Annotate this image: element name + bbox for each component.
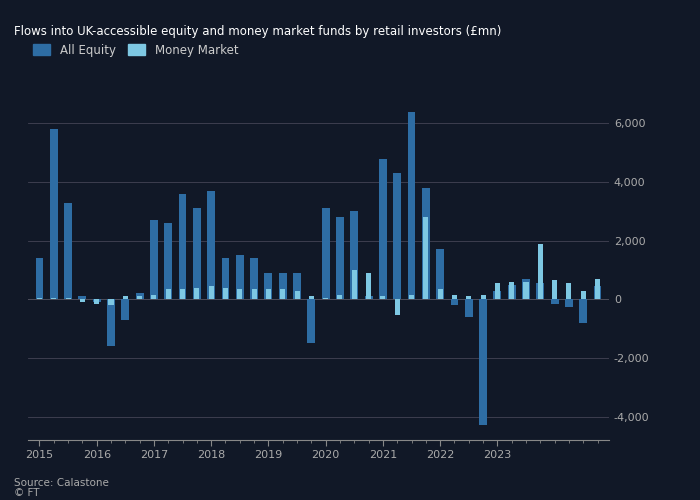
Bar bbox=[494, 290, 501, 300]
Bar bbox=[307, 300, 315, 344]
Bar bbox=[552, 280, 557, 299]
Bar bbox=[379, 158, 387, 300]
Bar bbox=[452, 295, 457, 300]
Bar bbox=[237, 289, 242, 300]
Bar bbox=[580, 300, 587, 323]
Bar bbox=[66, 298, 71, 300]
Bar bbox=[466, 296, 471, 300]
Bar bbox=[451, 300, 458, 305]
Bar bbox=[178, 194, 186, 300]
Bar bbox=[438, 289, 442, 300]
Bar bbox=[223, 288, 228, 300]
Bar bbox=[380, 296, 386, 300]
Bar bbox=[150, 220, 158, 300]
Bar bbox=[64, 202, 72, 300]
Bar bbox=[94, 300, 99, 304]
Bar bbox=[295, 290, 300, 300]
Bar bbox=[581, 290, 586, 300]
Bar bbox=[393, 174, 401, 300]
Bar bbox=[50, 130, 57, 300]
Bar bbox=[422, 188, 430, 300]
Bar bbox=[36, 258, 43, 300]
Bar bbox=[595, 279, 600, 299]
Bar bbox=[508, 284, 516, 300]
Bar bbox=[551, 300, 559, 304]
Bar bbox=[336, 217, 344, 300]
Bar bbox=[166, 289, 171, 300]
Bar bbox=[207, 191, 215, 300]
Bar bbox=[322, 208, 330, 300]
Bar bbox=[479, 300, 487, 426]
Bar bbox=[209, 286, 214, 300]
Bar bbox=[495, 283, 500, 300]
Bar bbox=[78, 296, 86, 300]
Bar bbox=[108, 300, 113, 305]
Bar bbox=[565, 300, 573, 306]
Bar bbox=[436, 250, 444, 300]
Bar bbox=[107, 300, 115, 346]
Bar bbox=[122, 296, 128, 300]
Bar bbox=[509, 282, 514, 300]
Text: © FT: © FT bbox=[14, 488, 39, 498]
Bar bbox=[522, 279, 530, 299]
Bar bbox=[93, 300, 101, 302]
Bar bbox=[365, 296, 372, 300]
Bar bbox=[236, 256, 244, 300]
Bar bbox=[37, 298, 42, 300]
Bar bbox=[536, 283, 544, 300]
Bar bbox=[151, 295, 156, 300]
Text: Source: Calastone: Source: Calastone bbox=[14, 478, 109, 488]
Bar bbox=[121, 300, 130, 320]
Bar bbox=[279, 273, 287, 299]
Bar bbox=[251, 289, 257, 300]
Bar bbox=[136, 294, 144, 300]
Bar bbox=[195, 288, 200, 300]
Bar bbox=[180, 289, 185, 300]
Bar bbox=[594, 286, 601, 300]
Bar bbox=[337, 295, 342, 300]
Text: Flows into UK-accessible equity and money market funds by retail investors (£mn): Flows into UK-accessible equity and mone… bbox=[14, 25, 501, 38]
Bar bbox=[395, 300, 400, 316]
Bar bbox=[424, 217, 428, 300]
Bar bbox=[524, 282, 528, 300]
Bar bbox=[250, 258, 258, 300]
Bar bbox=[538, 244, 542, 300]
Bar bbox=[221, 258, 230, 300]
Bar bbox=[137, 296, 142, 300]
Bar bbox=[309, 296, 314, 300]
Bar bbox=[407, 112, 416, 300]
Bar bbox=[366, 273, 371, 299]
Bar bbox=[80, 300, 85, 302]
Bar bbox=[51, 298, 56, 300]
Bar bbox=[409, 295, 414, 300]
Bar bbox=[352, 270, 357, 300]
Bar bbox=[323, 298, 328, 300]
Bar bbox=[566, 283, 571, 300]
Bar bbox=[481, 295, 486, 300]
Bar bbox=[465, 300, 472, 317]
Bar bbox=[293, 273, 301, 299]
Bar bbox=[193, 208, 201, 300]
Bar bbox=[280, 289, 285, 300]
Bar bbox=[266, 289, 271, 300]
Bar bbox=[164, 223, 172, 300]
Legend: All Equity, Money Market: All Equity, Money Market bbox=[28, 39, 243, 61]
Bar bbox=[265, 273, 272, 299]
Bar bbox=[350, 212, 358, 300]
